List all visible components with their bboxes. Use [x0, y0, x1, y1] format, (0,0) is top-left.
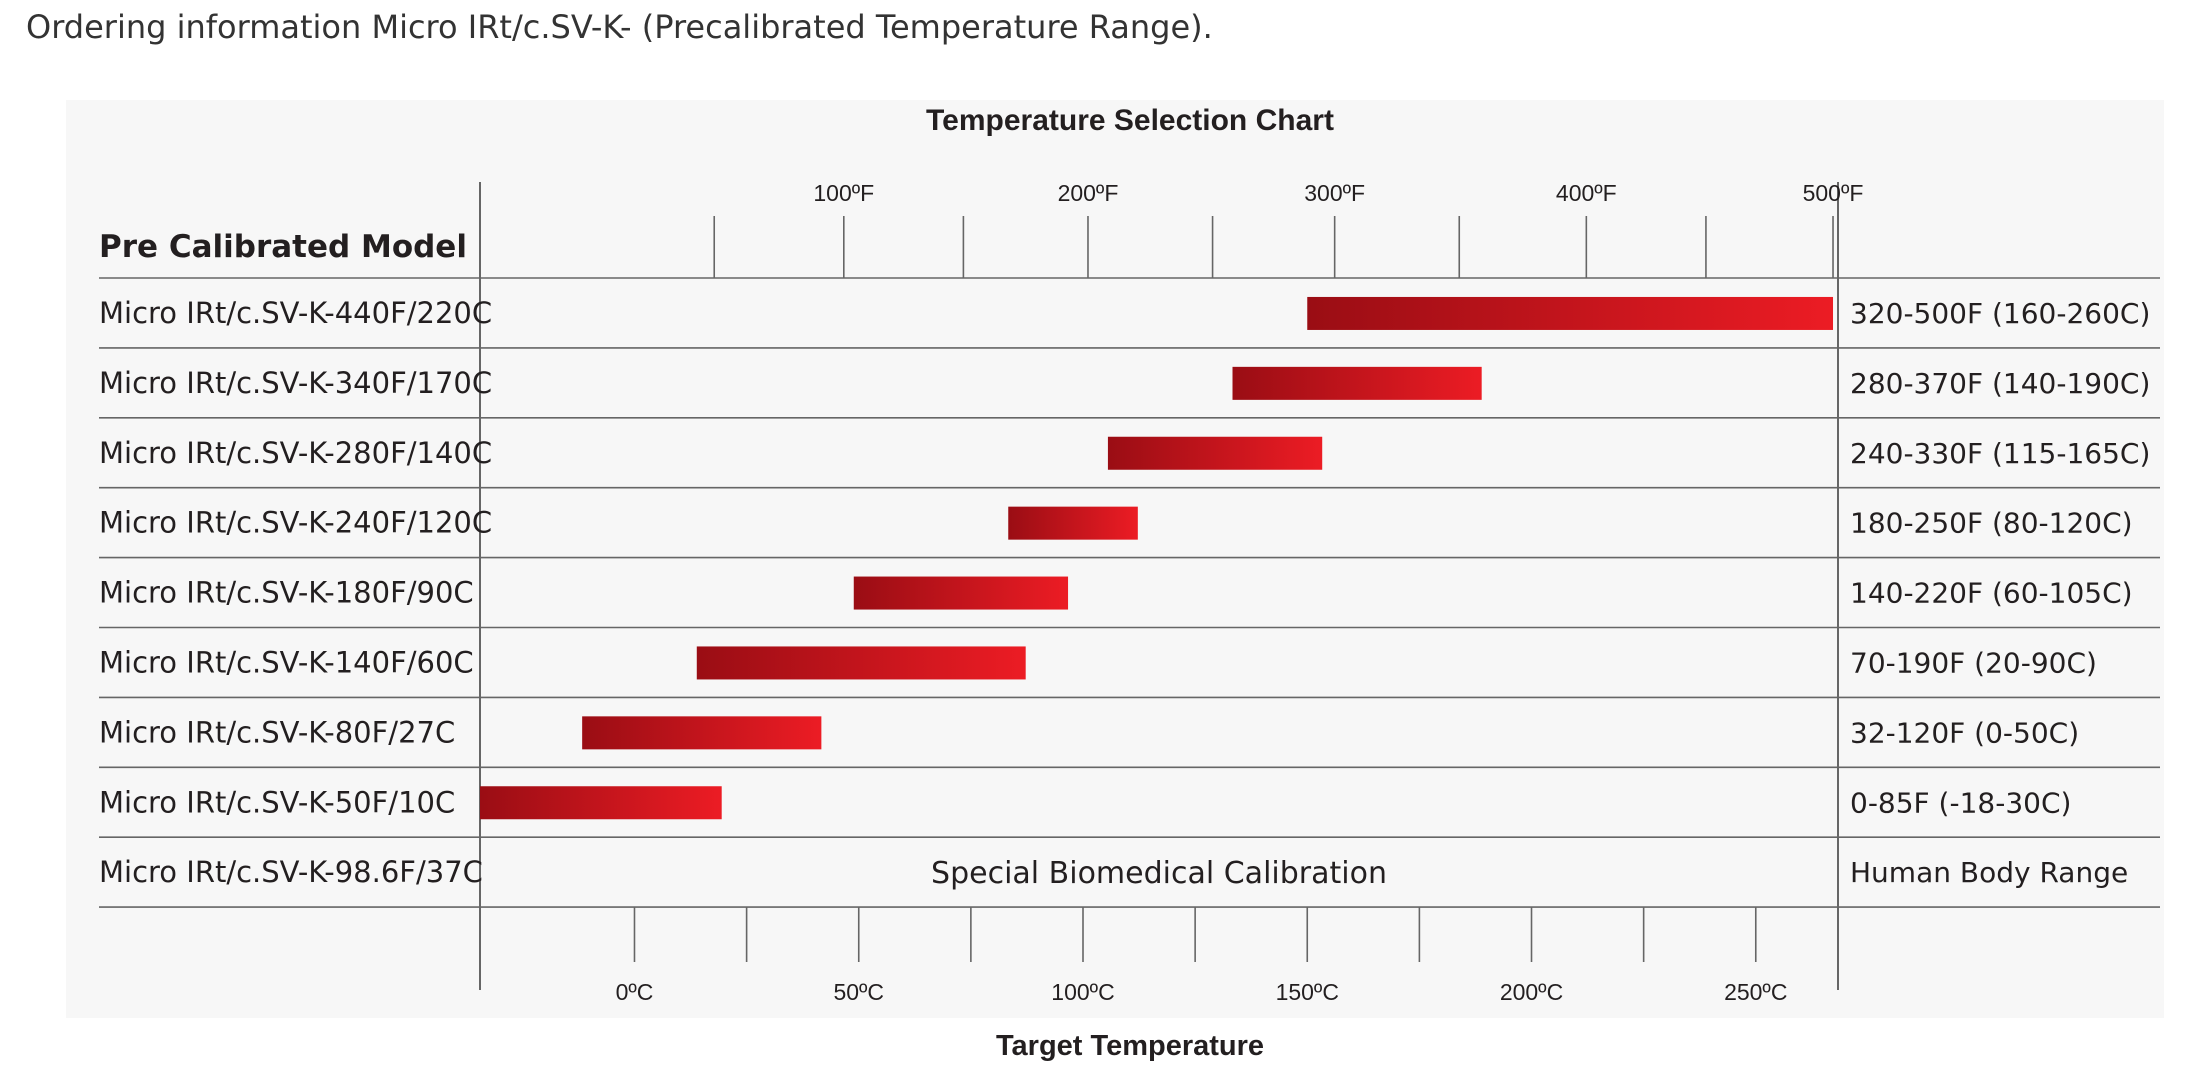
model-name: Micro IRt/c.SV-K-98.6F/37C: [99, 855, 483, 889]
model-name: Micro IRt/c.SV-K-180F/90C: [99, 576, 474, 610]
model-name: Micro IRt/c.SV-K-140F/60C: [99, 645, 474, 679]
top-axis-tick-label: 400ºF: [1556, 180, 1617, 206]
bottom-axis-tick-label: 0ºC: [616, 979, 654, 1005]
model-name: Micro IRt/c.SV-K-80F/27C: [99, 715, 455, 749]
bottom-axis-tick-label: 200ºC: [1500, 979, 1563, 1005]
range-bar: [696, 646, 1026, 680]
special-calibration-label: Special Biomedical Calibration: [931, 856, 1387, 891]
x-axis-label: Target Temperature: [996, 1030, 1264, 1062]
model-name: Micro IRt/c.SV-K-50F/10C: [99, 785, 455, 819]
model-name: Micro IRt/c.SV-K-240F/120C: [99, 506, 492, 540]
chart-title: Temperature Selection Chart: [926, 104, 1334, 137]
range-bar: [582, 716, 822, 750]
range-bar: [1008, 506, 1138, 540]
model-name: Micro IRt/c.SV-K-340F/170C: [99, 366, 492, 400]
bottom-axis-tick-label: 50ºC: [833, 979, 884, 1005]
bottom-axis-tick-label: 100ºC: [1051, 979, 1114, 1005]
range-bar: [853, 576, 1069, 610]
page-heading: Ordering information Micro IRt/c.SV-K- (…: [26, 8, 1213, 46]
label-layer: 100ºF 200ºF 300ºF 400ºF 500ºF 0ºC 50ºC 100ºC 150…: [99, 180, 2150, 1005]
range-label: 180-250F (80-120C): [1850, 507, 2133, 540]
range-label: 320-500F (160-260C): [1850, 297, 2150, 330]
column-header-model: Pre Calibrated Model: [99, 229, 467, 265]
bottom-axis-tick-label: 250ºC: [1724, 979, 1787, 1005]
range-bar: [1107, 436, 1323, 470]
top-axis-tick-label: 300ºF: [1304, 180, 1365, 206]
chart-panel: [66, 100, 2164, 1018]
bottom-axis-tick-label: 150ºC: [1276, 979, 1339, 1005]
range-label: 0-85F (-18-30C): [1850, 786, 2071, 819]
top-axis-tick-label: 200ºF: [1058, 180, 1119, 206]
range-label: 140-220F (60-105C): [1850, 577, 2133, 610]
model-name: Micro IRt/c.SV-K-440F/220C: [99, 296, 492, 330]
top-axis-tick-label: 500ºF: [1803, 180, 1864, 206]
model-name: Micro IRt/c.SV-K-280F/140C: [99, 436, 492, 470]
range-bar: [1307, 296, 1834, 330]
range-bar: [480, 786, 722, 820]
range-label: 32-120F (0-50C): [1850, 716, 2079, 749]
range-bar: [1232, 366, 1482, 400]
range-label: Human Body Range: [1850, 856, 2128, 889]
range-label: 280-370F (140-190C): [1850, 367, 2150, 400]
bar-layer: [480, 296, 1834, 820]
range-label: 240-330F (115-165C): [1850, 437, 2150, 470]
grid-layer: [99, 182, 2160, 990]
top-axis-tick-label: 100ºF: [813, 180, 874, 206]
range-label: 70-190F (20-90C): [1850, 646, 2097, 679]
